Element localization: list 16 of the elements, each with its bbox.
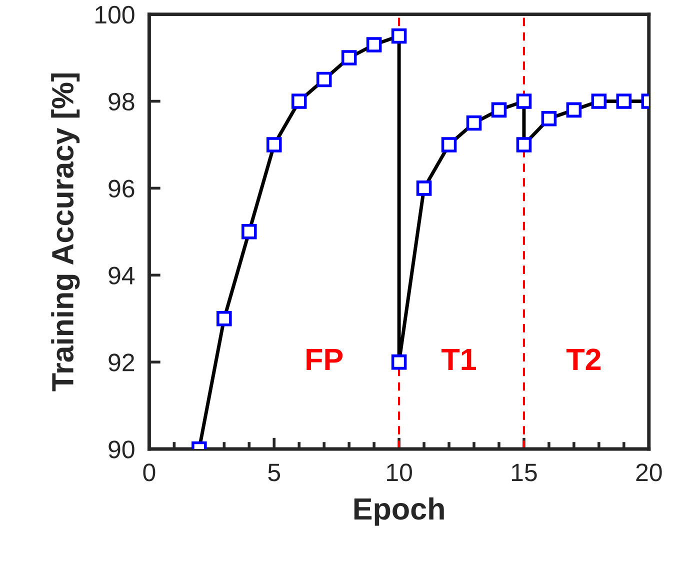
y-tick-label: 98 bbox=[108, 92, 134, 111]
y-tick-label: 92 bbox=[108, 354, 134, 372]
y-tick-label: 96 bbox=[108, 180, 134, 198]
y-tick-label: 100 bbox=[96, 6, 134, 24]
x-axis-title: Epoch bbox=[354, 497, 444, 526]
annotation: T2 bbox=[566, 348, 601, 370]
y-axis-title: Training Accuracy [%] bbox=[51, 73, 80, 392]
annotation: T1 bbox=[442, 348, 476, 370]
x-tick-label: 15 bbox=[512, 464, 537, 482]
x-tick-label: 10 bbox=[387, 464, 412, 482]
annotation: FP bbox=[306, 348, 343, 370]
y-tick-label: 94 bbox=[108, 266, 135, 284]
x-tick-label: 20 bbox=[636, 464, 662, 482]
y-tick-label: 90 bbox=[108, 440, 134, 458]
x-tick-label: 5 bbox=[268, 464, 280, 482]
x-tick-label: 0 bbox=[143, 464, 156, 482]
